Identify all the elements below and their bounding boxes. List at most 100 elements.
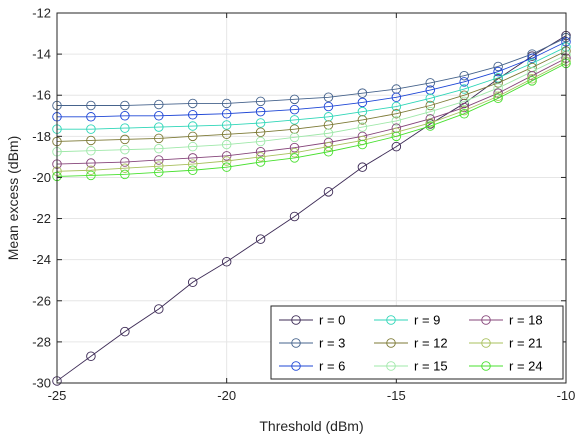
data-point (86, 124, 96, 134)
x-tick-label: -20 (217, 388, 236, 403)
data-point (221, 162, 232, 172)
data-point (357, 139, 368, 150)
data-point (289, 153, 300, 163)
series-line (57, 37, 567, 106)
legend-label: r = 6 (319, 359, 345, 374)
data-point (323, 92, 334, 103)
data-point (120, 163, 130, 173)
y-tick-label: -16 (32, 88, 51, 103)
legend-marker (291, 338, 301, 348)
data-point (391, 131, 402, 142)
data-point (425, 93, 436, 104)
y-tick-label: -12 (32, 6, 51, 21)
data-point (357, 115, 368, 125)
data-point (120, 100, 130, 111)
data-point (289, 211, 300, 222)
data-point (86, 165, 96, 175)
data-point (459, 77, 469, 87)
data-point (289, 104, 300, 115)
data-point (120, 326, 130, 337)
data-point (221, 129, 232, 140)
legend-label: r = 24 (509, 359, 543, 374)
data-point (289, 132, 300, 143)
data-point (425, 78, 436, 88)
data-point (493, 66, 503, 77)
data-point (391, 101, 402, 112)
data-point (187, 277, 198, 288)
legend-marker (481, 315, 491, 325)
data-point (255, 152, 266, 162)
legend-item: r = 21 (469, 336, 543, 351)
data-point (221, 120, 232, 130)
series-line (57, 46, 567, 130)
y-tick-label: -28 (32, 334, 51, 349)
x-tick-label: -15 (387, 388, 406, 403)
data-point (391, 141, 402, 152)
y-tick-label: -18 (32, 129, 51, 144)
data-point (391, 108, 402, 119)
legend-marker (386, 361, 396, 371)
series-r-15 (52, 50, 571, 157)
data-point (221, 156, 232, 166)
data-point (391, 116, 402, 126)
data-point (187, 165, 198, 175)
y-tick-label: -22 (32, 211, 51, 226)
series-line (56, 50, 567, 142)
data-point (187, 131, 198, 142)
data-point (255, 157, 266, 167)
data-point (255, 118, 266, 128)
series-line (57, 41, 567, 118)
legend-label: r = 18 (509, 313, 543, 328)
x-tick-label: -25 (48, 388, 67, 403)
data-point (154, 133, 164, 144)
data-point (187, 98, 198, 109)
data-point (221, 108, 232, 119)
data-point (221, 256, 232, 267)
data-point (289, 142, 300, 153)
data-point (154, 99, 164, 110)
data-point (357, 88, 368, 98)
legend-item: r = 24 (469, 359, 543, 374)
legend-item: r = 12 (374, 336, 448, 351)
y-tick-label: -14 (32, 47, 51, 62)
x-tick-label: -10 (557, 388, 576, 403)
data-point (527, 76, 537, 86)
y-axis-label: Mean excess (dBm) (5, 136, 21, 260)
data-point (459, 84, 469, 94)
data-point (289, 94, 300, 105)
legend-label: r = 21 (509, 336, 543, 351)
legend-label: r = 12 (414, 336, 448, 351)
data-point (120, 134, 130, 145)
data-point (425, 106, 436, 117)
series-line (56, 62, 567, 177)
legend-item: r = 3 (279, 336, 345, 351)
data-point (493, 93, 503, 104)
data-point (154, 304, 164, 314)
data-point (187, 153, 198, 163)
data-point (357, 162, 368, 172)
series-layer (52, 30, 571, 386)
legend-marker (291, 361, 301, 371)
legend-marker (291, 315, 301, 325)
legend-item: r = 9 (374, 313, 440, 328)
data-point (323, 101, 334, 112)
data-point (459, 105, 469, 116)
data-point (459, 96, 469, 107)
data-point (86, 112, 96, 122)
y-tick-label: -20 (32, 170, 51, 185)
data-point (86, 351, 96, 362)
series-line (56, 60, 567, 172)
data-point (187, 141, 198, 152)
data-point (120, 169, 130, 180)
legend-box (270, 305, 564, 380)
y-tick-label: -30 (32, 376, 51, 391)
y-tick-label: -26 (32, 293, 51, 308)
series-line (56, 54, 567, 153)
data-point (255, 146, 266, 157)
data-point (493, 88, 503, 98)
data-point (154, 167, 164, 178)
x-tick-labels: -25 -20 -15 -10 (48, 388, 576, 403)
data-point (459, 102, 469, 113)
data-point (187, 159, 198, 169)
data-point (120, 144, 130, 155)
